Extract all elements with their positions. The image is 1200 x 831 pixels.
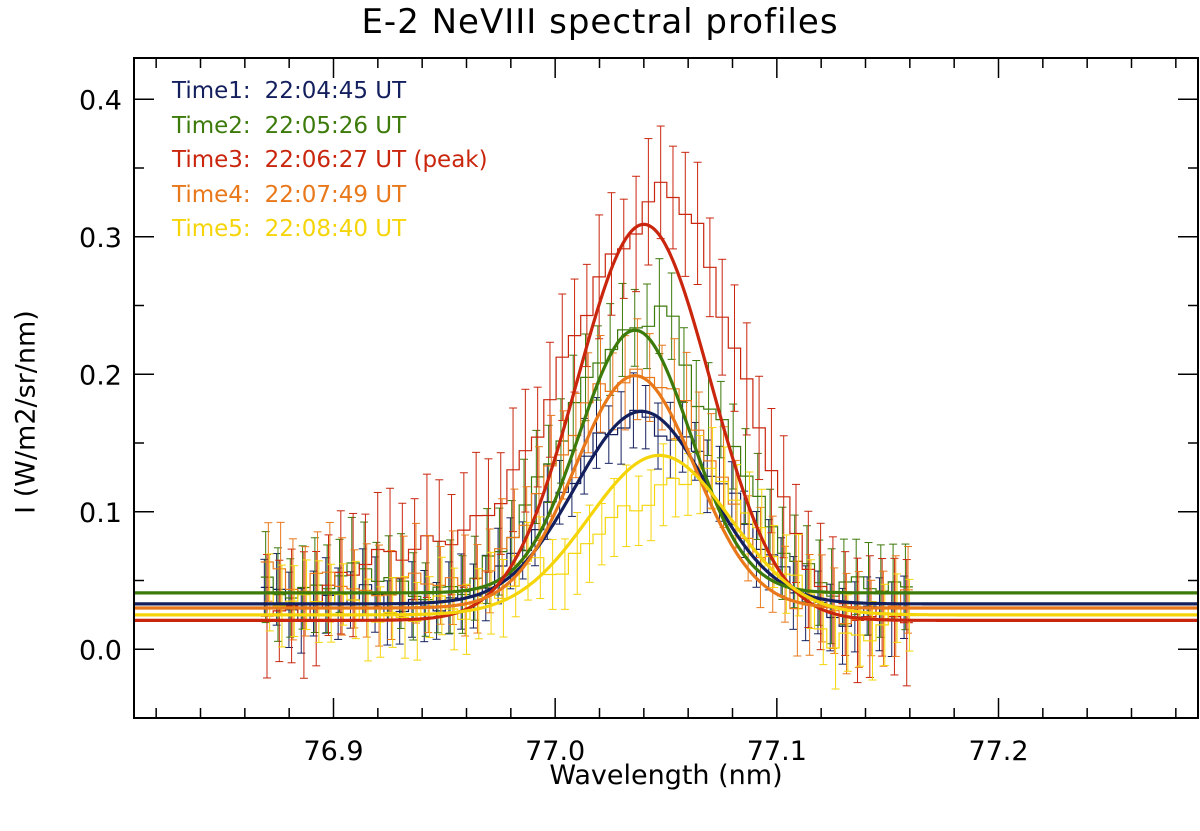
chart-title: E-2 NeVIII spectral profiles: [361, 2, 839, 42]
legend-entry-time5: Time5: 22:08:40 UT: [172, 212, 488, 247]
legend-entry-time3: Time3: 22:06:27 UT (peak): [172, 143, 488, 178]
y-axis-label: I (W/m2/sr/nm): [10, 310, 42, 514]
fit-curve-time3: [135, 222, 1197, 622]
x-axis-tick-labels: 76.9 77.0 77.1 77.2: [303, 736, 1028, 767]
fit-curve-time4: [135, 373, 1197, 610]
legend-label-time2: Time2:: [172, 112, 251, 139]
legend-label-time4: Time4:: [172, 181, 251, 208]
plot-frame: [133, 57, 1199, 719]
x-tick-label: 76.9: [303, 736, 363, 767]
x-tick-label: 77.2: [968, 736, 1028, 767]
legend-entry-time4: Time4: 22:07:49 UT: [172, 178, 488, 213]
gaussian-fit-curves: [135, 222, 1197, 622]
y-tick-label: 0.3: [79, 223, 122, 254]
legend-label-time5: Time5:: [172, 216, 251, 242]
y-tick-label: 0.2: [79, 360, 122, 391]
legend: Time1: 22:04:45 UT Time2: 22:05:26 UT Ti…: [172, 74, 488, 247]
y-tick-label: 0.0: [79, 635, 122, 666]
legend-label-time3: Time3:: [172, 147, 251, 173]
legend-value-time4: 22:07:49 UT: [264, 181, 407, 208]
y-tick-label: 0.4: [79, 85, 122, 116]
legend-value-time3: 22:06:27 UT (peak): [264, 147, 488, 173]
legend-entry-time1: Time1: 22:04:45 UT: [172, 74, 488, 109]
legend-entry-time2: Time2: 22:05:26 UT: [172, 109, 488, 144]
legend-value-time1: 22:04:45 UT: [264, 78, 407, 104]
histogram-time3: [260, 181, 913, 624]
y-axis-ticks: [134, 98, 1198, 719]
legend-value-time2: 22:05:26 UT: [264, 112, 407, 139]
x-tick-label: 77.0: [525, 736, 585, 767]
y-axis-tick-labels: 0.0 0.1 0.2 0.3 0.4: [79, 85, 122, 666]
fit-curve-time2: [135, 328, 1197, 595]
legend-label-time1: Time1:: [172, 78, 251, 104]
y-tick-label: 0.1: [79, 498, 122, 529]
fit-curve-time1: [135, 409, 1197, 606]
x-tick-label: 77.1: [747, 736, 807, 767]
x-axis-label: Wavelength (nm): [549, 760, 783, 791]
x-axis-ticks: [155, 58, 1177, 718]
legend-value-time5: 22:08:40 UT: [264, 216, 407, 242]
fit-curve-time5: [135, 453, 1197, 617]
